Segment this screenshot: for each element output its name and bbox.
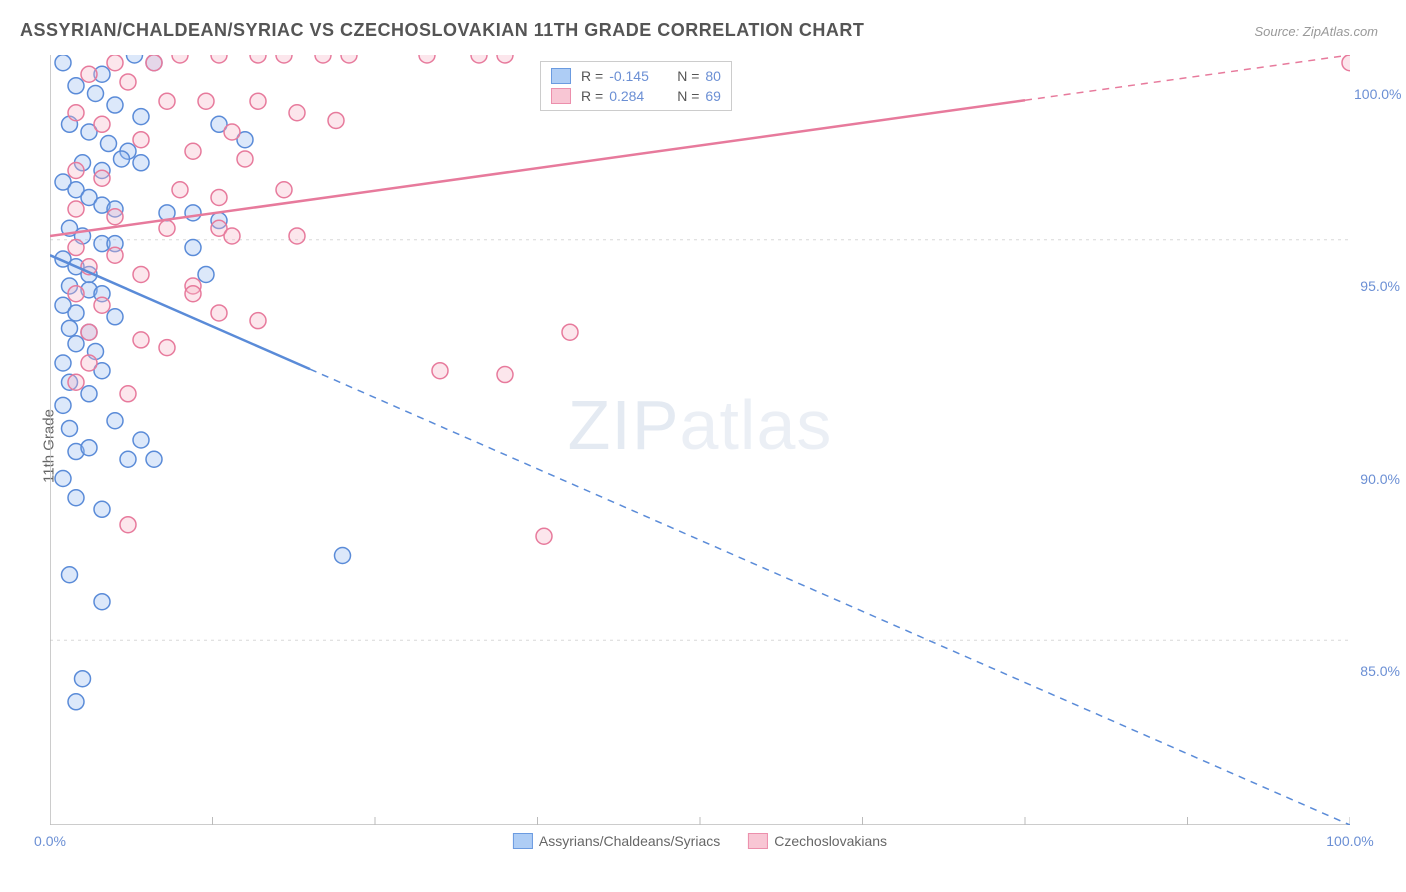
legend-bottom-item: Czechoslovakians <box>748 833 887 849</box>
r-label: R = <box>581 88 603 104</box>
x-tick-label: 100.0% <box>1326 833 1373 849</box>
chart-title: ASSYRIAN/CHALDEAN/SYRIAC VS CZECHOSLOVAK… <box>20 20 864 41</box>
series-legend: Assyrians/Chaldeans/Syriacs Czechoslovaki… <box>513 833 887 849</box>
y-tick-label: 85.0% <box>1354 663 1400 679</box>
chart-area: ZIPatlas R =-0.145N =80R =0.284N =69 Ass… <box>50 55 1350 825</box>
r-label: R = <box>581 68 603 84</box>
scatter-plot <box>50 55 1350 825</box>
correlation-legend: R = -0.145 N = 80 R = 0.284 N = 69 <box>540 61 732 111</box>
legend-label: Czechoslovakians <box>774 833 887 849</box>
legend-row: R = -0.145 N = 80 <box>551 66 721 86</box>
legend-bottom-item: Assyrians/Chaldeans/Syriacs <box>513 833 720 849</box>
legend-row: R = 0.284 N = 69 <box>551 86 721 106</box>
y-tick-label: 95.0% <box>1354 278 1400 294</box>
r-value: 0.284 <box>609 88 663 104</box>
y-tick-label: 90.0% <box>1354 471 1400 487</box>
n-label: N = <box>677 88 699 104</box>
legend-swatch <box>551 88 571 104</box>
legend-swatch <box>748 833 768 849</box>
source-label: Source: ZipAtlas.com <box>1254 24 1378 39</box>
legend-swatch <box>513 833 533 849</box>
n-value: 69 <box>705 88 721 104</box>
legend-label: Assyrians/Chaldeans/Syriacs <box>539 833 720 849</box>
legend-swatch <box>551 68 571 84</box>
n-label: N = <box>677 68 699 84</box>
n-value: 80 <box>705 68 721 84</box>
y-tick-label: 100.0% <box>1354 86 1400 102</box>
r-value: -0.145 <box>609 68 663 84</box>
x-tick-label: 0.0% <box>34 833 66 849</box>
